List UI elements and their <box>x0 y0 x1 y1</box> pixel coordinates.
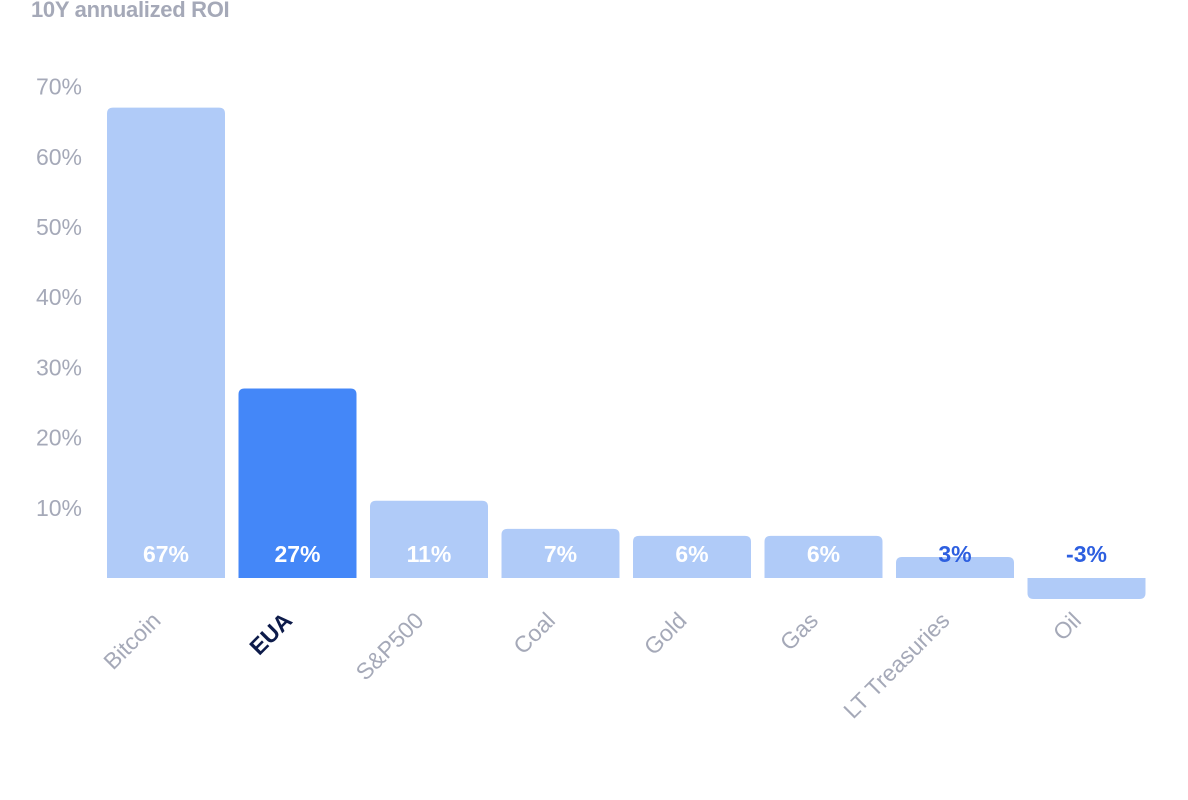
bar-lt-treasuries <box>896 556 1014 578</box>
bar-oil <box>1027 578 1146 600</box>
y-tick-label: 10% <box>36 495 82 521</box>
bar-s-p500 <box>370 500 488 578</box>
bar-gold <box>633 535 751 578</box>
value-label: 27% <box>274 541 320 567</box>
bar-bitcoin <box>107 107 225 578</box>
category-labels: Bitcoin EUA S&P500 Coal Gold Gas LT Treasuries… <box>98 607 1086 723</box>
value-label: 6% <box>807 541 840 567</box>
bar-eua <box>238 388 357 578</box>
bars <box>107 107 1146 600</box>
bar-gas <box>764 535 883 578</box>
y-axis: 10% 20% 30% 40% 50% 60% 70% <box>36 74 82 521</box>
value-label: 3% <box>938 541 971 567</box>
category-label: Gas <box>775 607 823 655</box>
value-label: 11% <box>407 541 452 567</box>
category-label: EUA <box>244 607 297 660</box>
category-label: Coal <box>508 607 560 659</box>
bar-coal <box>501 528 620 578</box>
value-labels: 67% 27% 11% 7% 6% 6% 3% -3% <box>143 541 1107 567</box>
y-tick-label: 30% <box>36 354 82 380</box>
y-tick-label: 50% <box>36 214 82 240</box>
value-label: 6% <box>675 541 708 567</box>
value-label: 67% <box>143 541 189 567</box>
y-tick-label: 40% <box>36 284 82 310</box>
category-label: Oil <box>1048 607 1086 645</box>
value-label: -3% <box>1066 541 1107 567</box>
y-tick-label: 60% <box>36 144 82 170</box>
category-label: Gold <box>639 607 692 660</box>
y-tick-label: 70% <box>36 74 82 100</box>
value-label: 7% <box>544 541 577 567</box>
category-label: LT Treasuries <box>838 607 954 723</box>
category-label: S&P500 <box>350 607 428 685</box>
chart-title: 10Y annualized ROI <box>31 0 230 22</box>
y-tick-label: 20% <box>36 425 82 451</box>
category-label: Bitcoin <box>98 607 165 674</box>
